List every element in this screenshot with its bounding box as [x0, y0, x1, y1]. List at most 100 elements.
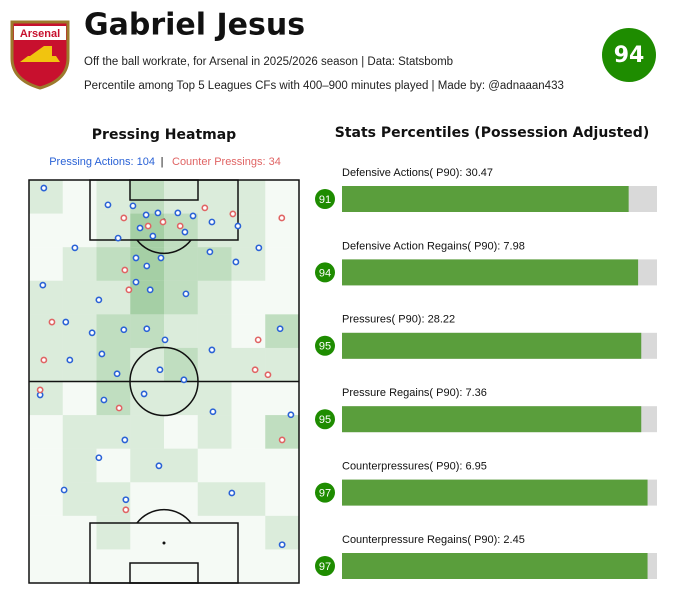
pressing-point — [66, 356, 74, 364]
penalty-spot — [162, 541, 166, 545]
percentile-label: 97 — [319, 561, 331, 573]
heat-cell — [29, 213, 63, 248]
counter-point — [254, 336, 262, 344]
heat-cell — [197, 247, 232, 281]
pressing-point — [234, 222, 242, 230]
heat-cell — [231, 280, 266, 315]
percentile-badge — [315, 556, 335, 576]
heat-cell — [130, 180, 164, 214]
heat-cell — [96, 180, 131, 214]
subtitle: Off the ball workrate, for Arsenal in 20… — [84, 56, 453, 68]
pressing-point — [146, 286, 154, 294]
bar — [342, 479, 648, 506]
percentile-badge — [315, 335, 335, 356]
pressing-point — [287, 411, 295, 419]
pressing-point — [40, 184, 48, 192]
centre-circle — [129, 346, 199, 417]
pressing-point — [62, 318, 70, 326]
heat-cell — [62, 515, 97, 550]
counter-point — [121, 266, 129, 274]
heat-cell — [164, 515, 198, 550]
heat-cell — [197, 482, 232, 516]
pressing-point — [121, 436, 129, 444]
heat-cell — [130, 515, 164, 550]
heat-cell — [197, 549, 232, 583]
heat-cell — [29, 381, 63, 416]
penalty-arc — [136, 239, 192, 255]
heat-cell — [231, 213, 266, 248]
counter-point — [36, 386, 44, 394]
heat-cell — [29, 549, 63, 583]
pressing-point — [143, 325, 151, 333]
counter-point — [40, 356, 48, 364]
percentile-badge — [315, 262, 335, 283]
penalty-arc — [136, 508, 192, 524]
heat-cell — [62, 347, 97, 382]
heat-cell — [62, 213, 97, 248]
heat-cell — [62, 280, 97, 315]
heat-cell — [231, 314, 266, 348]
counter-point — [144, 222, 152, 230]
percentile-label: 95 — [319, 341, 331, 353]
heat-cell — [197, 448, 232, 483]
heat-cell — [29, 515, 63, 550]
counter-point — [120, 214, 128, 222]
stat-label: Counterpressures( P90): 6.95 — [342, 461, 487, 473]
heat-cell — [164, 247, 198, 281]
heat-cell — [265, 448, 299, 483]
counter-point — [48, 318, 56, 326]
pressing-point — [136, 224, 144, 232]
counter-point — [122, 506, 130, 514]
heat-cell — [29, 314, 63, 348]
heat-cell — [29, 347, 63, 382]
stat-label: Pressures( P90): 28.22 — [342, 314, 455, 326]
heat-cell — [62, 180, 97, 214]
pressing-point — [140, 390, 148, 398]
subtitle: Percentile among Top 5 Leagues CFs with … — [84, 80, 564, 92]
heat-cell — [29, 247, 63, 281]
crest-cannon — [20, 46, 60, 62]
heat-cell — [62, 247, 97, 281]
pressing-point — [71, 244, 79, 252]
heat-cell — [231, 180, 266, 214]
heat-cell — [96, 280, 131, 315]
legend-entry: Pressing Actions: 104 — [49, 156, 155, 168]
pressing-point — [143, 262, 151, 270]
counter-point — [278, 436, 286, 444]
stat-label: Defensive Actions( P90): 30.47 — [342, 167, 493, 179]
heat-cell — [231, 448, 266, 483]
counter-point — [115, 404, 123, 412]
heat-cell — [265, 381, 299, 416]
pressing-point — [156, 366, 164, 374]
pressing-point — [95, 454, 103, 462]
percentile-label: 97 — [319, 488, 331, 500]
pressing-point — [60, 486, 68, 494]
heat-cell — [62, 482, 97, 516]
heat-cell — [130, 549, 164, 583]
counter-point — [229, 210, 237, 218]
crest-band — [14, 26, 66, 40]
pressing-point — [161, 336, 169, 344]
pressing-point — [276, 325, 284, 333]
score: 94 — [614, 43, 645, 68]
pressing-point — [104, 201, 112, 209]
heat-cell — [231, 347, 266, 382]
bar — [342, 332, 642, 359]
score-badge — [602, 28, 656, 82]
heat-cell — [231, 482, 266, 516]
stat-label: Counterpressure Regains( P90): 2.45 — [342, 534, 525, 546]
pressing-point — [132, 278, 140, 286]
heat-cell — [197, 515, 232, 550]
percentile-label: 91 — [319, 194, 331, 206]
heat-cell — [164, 280, 198, 315]
pressing-point — [95, 296, 103, 304]
counter-point — [201, 204, 209, 212]
heat-cell — [265, 280, 299, 315]
heat-cell — [29, 180, 63, 214]
heat-cell — [265, 549, 299, 583]
heat-cell — [197, 415, 232, 449]
pressing-point — [278, 541, 286, 549]
heat-cell — [62, 448, 97, 483]
heat-cell — [197, 314, 232, 348]
heat-cell — [164, 415, 198, 449]
